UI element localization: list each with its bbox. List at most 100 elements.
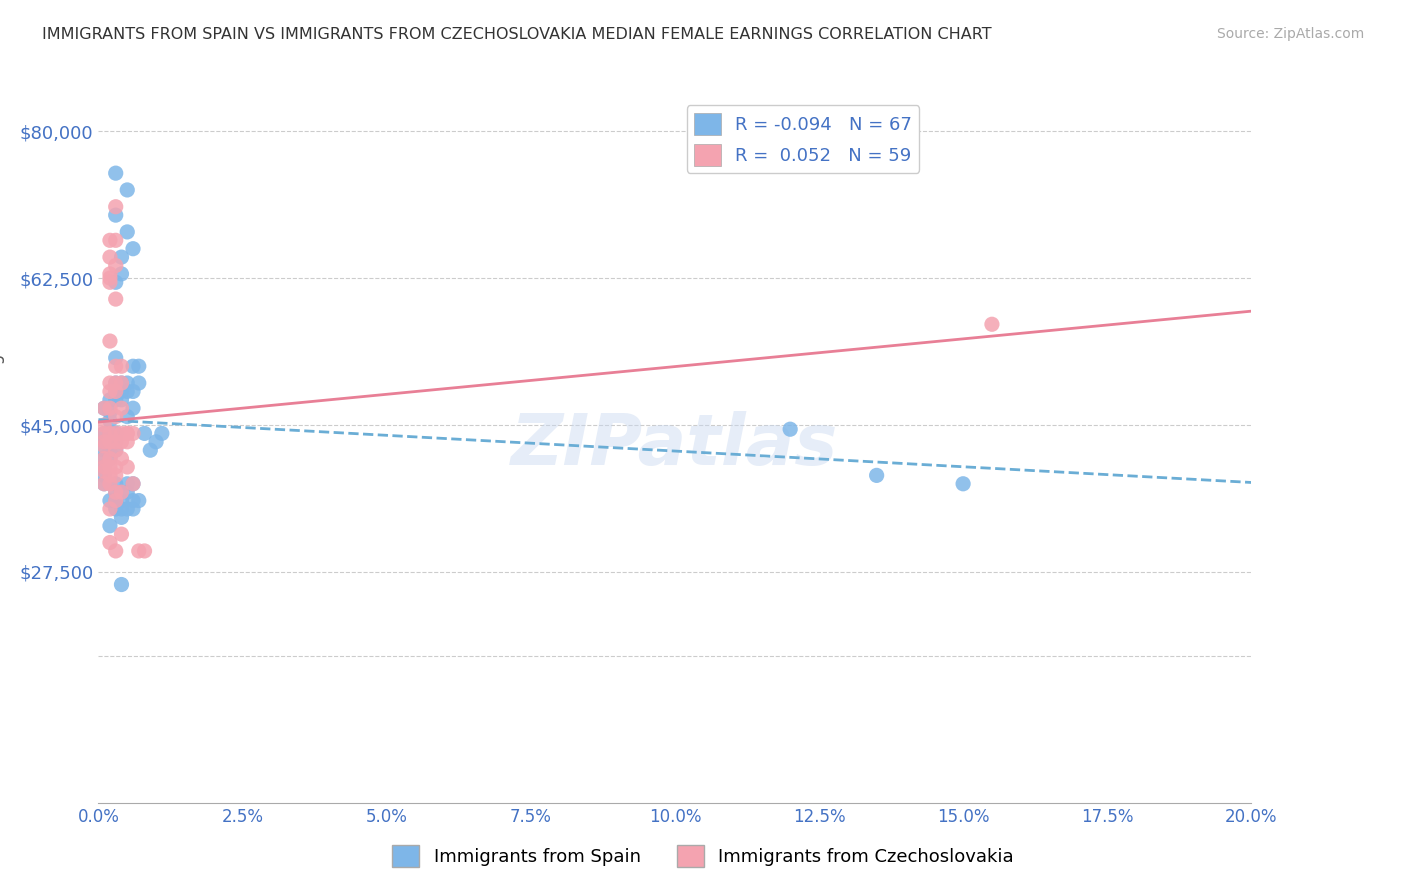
Point: [98, 476, 121, 491]
Point: [117, 426, 139, 441]
Point: [110, 451, 132, 466]
Point: [104, 485, 127, 500]
Point: [98, 451, 121, 466]
Point: [104, 392, 127, 407]
Point: [98, 518, 121, 533]
Point: [98, 271, 121, 285]
Point: [104, 233, 127, 247]
Text: Source: ZipAtlas.com: Source: ZipAtlas.com: [1216, 27, 1364, 41]
Point: [110, 250, 132, 264]
Point: [98, 376, 121, 390]
Point: [110, 493, 132, 508]
Point: [122, 401, 145, 416]
Point: [122, 493, 145, 508]
Point: [98, 460, 121, 475]
Point: [139, 443, 162, 458]
Point: [122, 242, 145, 256]
Point: [93, 439, 115, 453]
Point: [110, 359, 132, 374]
Point: [93, 451, 115, 466]
Point: [104, 426, 127, 441]
Text: ZIPatlas: ZIPatlas: [512, 411, 838, 481]
Point: [104, 443, 127, 458]
Point: [134, 426, 156, 441]
Point: [117, 434, 139, 449]
Point: [93, 443, 115, 458]
Point: [128, 544, 150, 558]
Point: [110, 510, 132, 524]
Point: [981, 318, 1004, 332]
Point: [145, 434, 167, 449]
Point: [110, 376, 132, 390]
Point: [98, 451, 121, 466]
Point: [122, 476, 145, 491]
Point: [98, 493, 121, 508]
Point: [104, 409, 127, 424]
Point: [122, 426, 145, 441]
Point: [110, 267, 132, 281]
Point: [98, 414, 121, 428]
Point: [128, 493, 150, 508]
Point: [104, 485, 127, 500]
Point: [952, 476, 974, 491]
Point: [122, 359, 145, 374]
Point: [104, 384, 127, 399]
Point: [98, 434, 121, 449]
Point: [98, 426, 121, 441]
Point: [110, 485, 132, 500]
Legend: R = -0.094   N = 67, R =  0.052   N = 59: R = -0.094 N = 67, R = 0.052 N = 59: [686, 105, 920, 173]
Point: [104, 359, 127, 374]
Point: [104, 275, 127, 289]
Point: [110, 527, 132, 541]
Point: [104, 200, 127, 214]
Point: [122, 384, 145, 399]
Point: [93, 460, 115, 475]
Point: [104, 376, 127, 390]
Point: [110, 426, 132, 441]
Point: [104, 434, 127, 449]
Point: [98, 443, 121, 458]
Point: [104, 426, 127, 441]
Point: [93, 434, 115, 449]
Point: [98, 434, 121, 449]
Point: [122, 502, 145, 516]
Point: [117, 409, 139, 424]
Point: [117, 384, 139, 399]
Point: [98, 233, 121, 247]
Point: [93, 426, 115, 441]
Point: [122, 476, 145, 491]
Y-axis label: Median Female Earnings: Median Female Earnings: [0, 344, 6, 548]
Point: [134, 544, 156, 558]
Point: [93, 476, 115, 491]
Point: [104, 502, 127, 516]
Point: [104, 376, 127, 390]
Point: [104, 208, 127, 222]
Point: [104, 434, 127, 449]
Point: [128, 376, 150, 390]
Point: [93, 464, 115, 478]
Point: [110, 376, 132, 390]
Point: [104, 460, 127, 475]
Point: [104, 493, 127, 508]
Point: [98, 502, 121, 516]
Point: [866, 468, 889, 483]
Point: [117, 476, 139, 491]
Point: [98, 250, 121, 264]
Point: [110, 577, 132, 591]
Point: [104, 292, 127, 306]
Point: [93, 417, 115, 432]
Point: [104, 351, 127, 365]
Point: [98, 334, 121, 348]
Point: [98, 384, 121, 399]
Point: [98, 426, 121, 441]
Point: [104, 476, 127, 491]
Point: [98, 267, 121, 281]
Point: [110, 434, 132, 449]
Point: [93, 401, 115, 416]
Point: [98, 401, 121, 416]
Point: [93, 434, 115, 449]
Point: [117, 426, 139, 441]
Point: [117, 502, 139, 516]
Point: [104, 493, 127, 508]
Point: [93, 451, 115, 466]
